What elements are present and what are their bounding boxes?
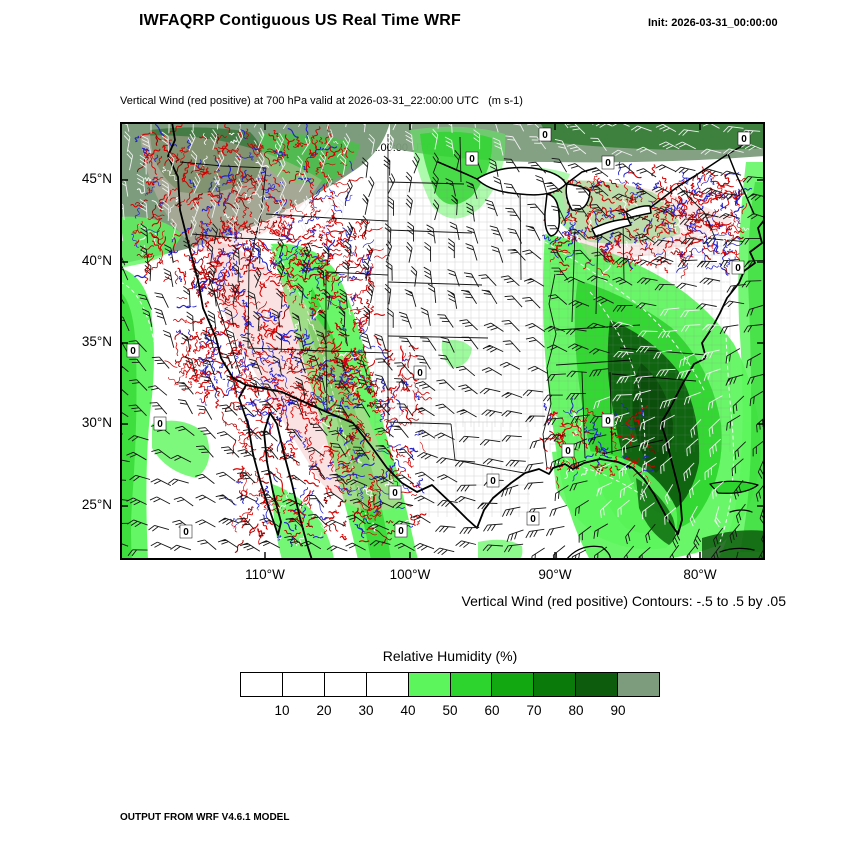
colorbar-cell — [534, 673, 577, 696]
map: 0 0 0 0 0 0 0 0 0 0 0 0 0 0 0 — [102, 106, 769, 573]
svg-text:0: 0 — [605, 416, 611, 427]
lat-tick-label: 40°N — [81, 253, 112, 268]
footer: OUTPUT FROM WRF V4.6.1 MODEL WE = 580 ; … — [120, 785, 528, 850]
svg-text:0: 0 — [542, 130, 548, 141]
colorbar-cell — [324, 673, 367, 696]
colorbar-cell — [241, 673, 283, 696]
humidity-fill-layer — [120, 122, 765, 561]
lon-tick-label: 110°W — [245, 567, 285, 582]
colorbar — [240, 672, 660, 697]
colorbar-title: Relative Humidity (%) — [382, 648, 518, 664]
svg-text:0: 0 — [565, 446, 571, 457]
colorbar-tick-label: 80 — [568, 703, 584, 718]
lon-tick-label: 90°W — [538, 567, 572, 582]
map-border — [120, 122, 765, 560]
colorbar-cell — [282, 673, 325, 696]
lat-tick-label: 35°N — [81, 334, 112, 349]
svg-text:0: 0 — [490, 476, 496, 487]
svg-text:0: 0 — [157, 419, 163, 430]
zero-contour-labels: 0 0 0 0 0 0 0 0 0 0 0 0 0 0 0 — [126, 127, 751, 539]
lat-tick-label: 45°N — [81, 171, 112, 186]
colorbar-cell — [408, 673, 451, 696]
init-time: Init: 2026-03-31_00:00:00 — [648, 17, 778, 29]
lon-tick-label: 80°W — [683, 567, 717, 582]
colorbar-cell — [618, 673, 660, 696]
svg-text:0: 0 — [398, 526, 404, 537]
svg-text:0: 0 — [417, 368, 423, 379]
colorbar-tick-label: 60 — [484, 703, 500, 718]
lat-tick-label: 30°N — [81, 415, 112, 430]
colorbar-tick-label: 30 — [358, 703, 374, 718]
coastline-layer — [167, 121, 766, 561]
colorbar-tick-label: 70 — [526, 703, 542, 718]
colorbar-cell — [366, 673, 409, 696]
footer-model-line: OUTPUT FROM WRF V4.6.1 MODEL — [120, 812, 290, 823]
svg-text:0: 0 — [741, 134, 747, 145]
colorbar-tick-label: 10 — [274, 703, 290, 718]
colorbar-tick-label: 20 — [316, 703, 332, 718]
colorbar-cell — [492, 673, 535, 696]
colorbar-cell — [576, 673, 619, 696]
colorbar-tick-label: 90 — [610, 703, 626, 718]
map-canvas: 0 0 0 0 0 0 0 0 0 0 0 0 0 0 0 — [102, 106, 769, 573]
svg-text:0: 0 — [469, 154, 475, 165]
svg-text:0: 0 — [130, 346, 136, 357]
colorbar-tick-label: 50 — [442, 703, 458, 718]
svg-text:0: 0 — [605, 158, 611, 169]
wind-barb-layer — [102, 106, 769, 573]
contour-note: Vertical Wind (red positive) Contours: -… — [461, 593, 786, 609]
svg-text:0: 0 — [735, 263, 741, 274]
svg-text:0: 0 — [183, 527, 189, 538]
svg-text:0: 0 — [392, 488, 398, 499]
colorbar-cell — [450, 673, 493, 696]
svg-text:0: 0 — [530, 514, 536, 525]
subtitle-vertical-wind: Vertical Wind (red positive) at 700 hPa … — [120, 95, 523, 107]
lon-tick-label: 100°W — [389, 567, 431, 582]
page-title: IWFAQRP Contiguous US Real Time WRF — [139, 12, 461, 29]
lat-tick-label: 25°N — [81, 497, 112, 512]
colorbar-tick-label: 40 — [400, 703, 416, 718]
